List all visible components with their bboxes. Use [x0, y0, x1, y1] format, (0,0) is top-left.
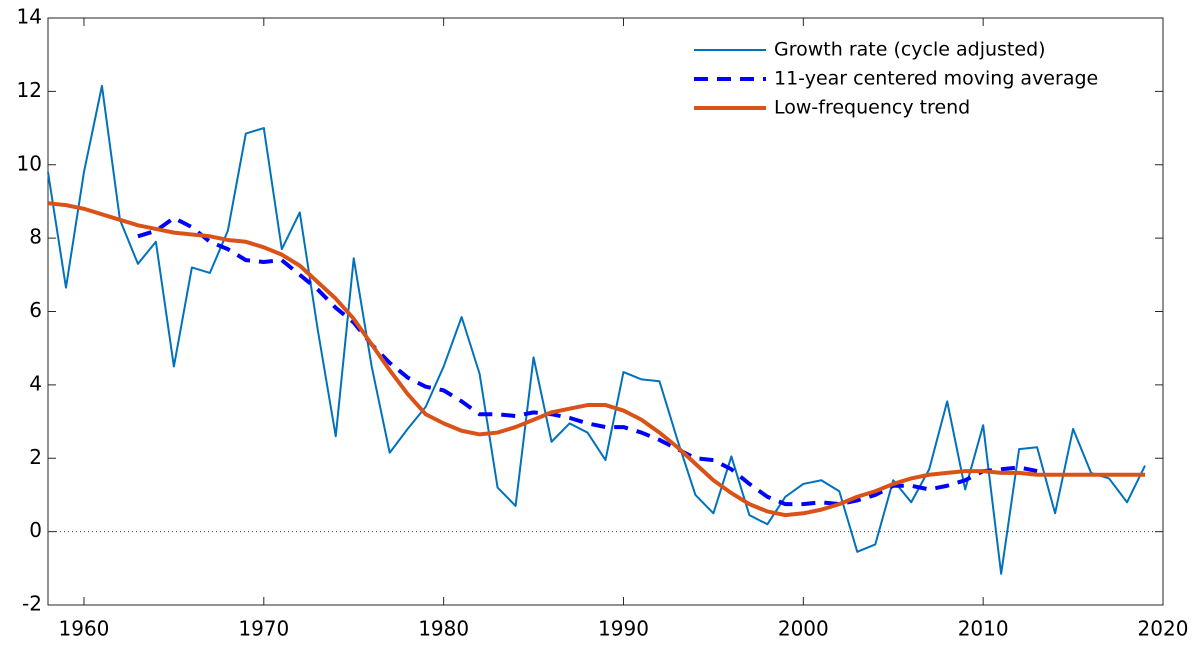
- x-tick-label: 1980: [418, 617, 469, 641]
- y-tick-label: -2: [22, 592, 42, 616]
- x-tick-label: 2000: [778, 617, 829, 641]
- y-tick-label: 10: [17, 151, 42, 175]
- y-tick-label: 4: [29, 371, 42, 395]
- y-tick-label: 8: [29, 225, 42, 249]
- legend-label: Low-frequency trend: [774, 97, 970, 119]
- series-line: [137, 215, 1038, 507]
- y-tick-label: 14: [17, 5, 42, 29]
- x-tick-label: 2010: [958, 617, 1009, 641]
- y-tick-label: 0: [29, 518, 42, 542]
- legend-label: 11-year centered moving average: [774, 68, 1098, 90]
- legend-label: Growth rate (cycle adjusted): [774, 39, 1046, 61]
- x-tick-label: 1960: [59, 617, 110, 641]
- y-tick-label: 2: [29, 445, 42, 469]
- x-tick-label: 1990: [598, 617, 649, 641]
- plot-frame: [47, 17, 1164, 606]
- x-tick-label: 1970: [238, 617, 289, 641]
- series-line: [47, 84, 1146, 575]
- x-tick-label: 2020: [1138, 617, 1189, 641]
- series-line: [47, 201, 1146, 518]
- legend: Growth rate (cycle adjusted) 11-year cent…: [694, 39, 1098, 119]
- y-tick-label: 6: [29, 298, 42, 322]
- y-tick-label: 12: [17, 78, 42, 102]
